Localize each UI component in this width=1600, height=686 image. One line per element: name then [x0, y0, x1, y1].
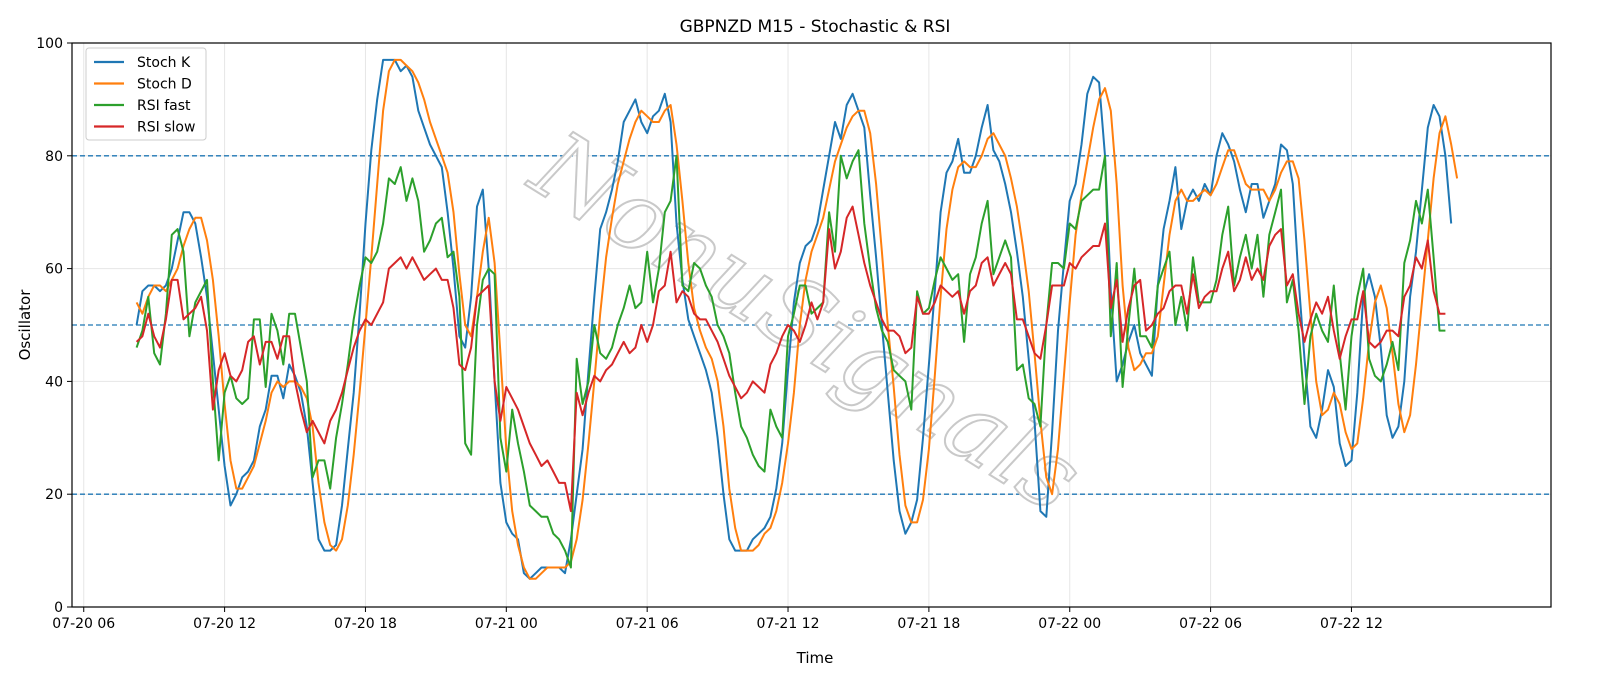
x-tick-label: 07-21 00: [475, 616, 538, 632]
series-lines: [135, 58, 1459, 580]
legend: Stoch K Stoch D RSI fast RSI slow: [85, 47, 207, 141]
y-axis-label: Oscillator: [16, 289, 34, 361]
reference-lines: [72, 155, 1551, 495]
x-tick-label: 07-21 06: [616, 616, 679, 632]
y-tick-label: 100: [36, 36, 63, 52]
y-axis-ticks: 0 20 40 60 80 100: [36, 36, 72, 616]
x-tick-label: 07-21 12: [757, 616, 820, 632]
y-tick-label: 60: [45, 262, 63, 278]
x-tick-label: 07-20 06: [52, 616, 115, 632]
series-line-stoch-d: [135, 58, 1459, 580]
x-tick-label: 07-21 18: [897, 616, 960, 632]
x-tick-label: 07-22 00: [1038, 616, 1101, 632]
plot-frame: [71, 42, 1552, 608]
chart-title: GBPNZD M15 - Stochastic & RSI: [680, 17, 951, 37]
x-axis-ticks: 07-20 06 07-20 12 07-20 18 07-21 00 07-21 06…: [52, 607, 1383, 632]
x-axis-label: Time: [796, 649, 834, 667]
y-tick-label: 20: [45, 487, 63, 503]
x-tick-label: 07-22 12: [1320, 616, 1383, 632]
legend-label: Stoch K: [137, 55, 191, 71]
legend-label: RSI slow: [137, 120, 195, 136]
x-tick-label: 07-22 06: [1179, 616, 1242, 632]
y-tick-label: 80: [45, 149, 63, 165]
series-line-rsi-slow: [135, 205, 1446, 513]
y-tick-label: 40: [45, 374, 63, 390]
legend-label: Stoch D: [137, 77, 192, 93]
y-tick-label: 0: [54, 600, 63, 616]
legend-label: RSI fast: [137, 98, 191, 114]
x-tick-label: 07-20 12: [193, 616, 256, 632]
series-line-stoch-k: [135, 58, 1453, 580]
series-line-rsi-fast: [135, 149, 1446, 569]
x-tick-label: 07-20 18: [334, 616, 397, 632]
